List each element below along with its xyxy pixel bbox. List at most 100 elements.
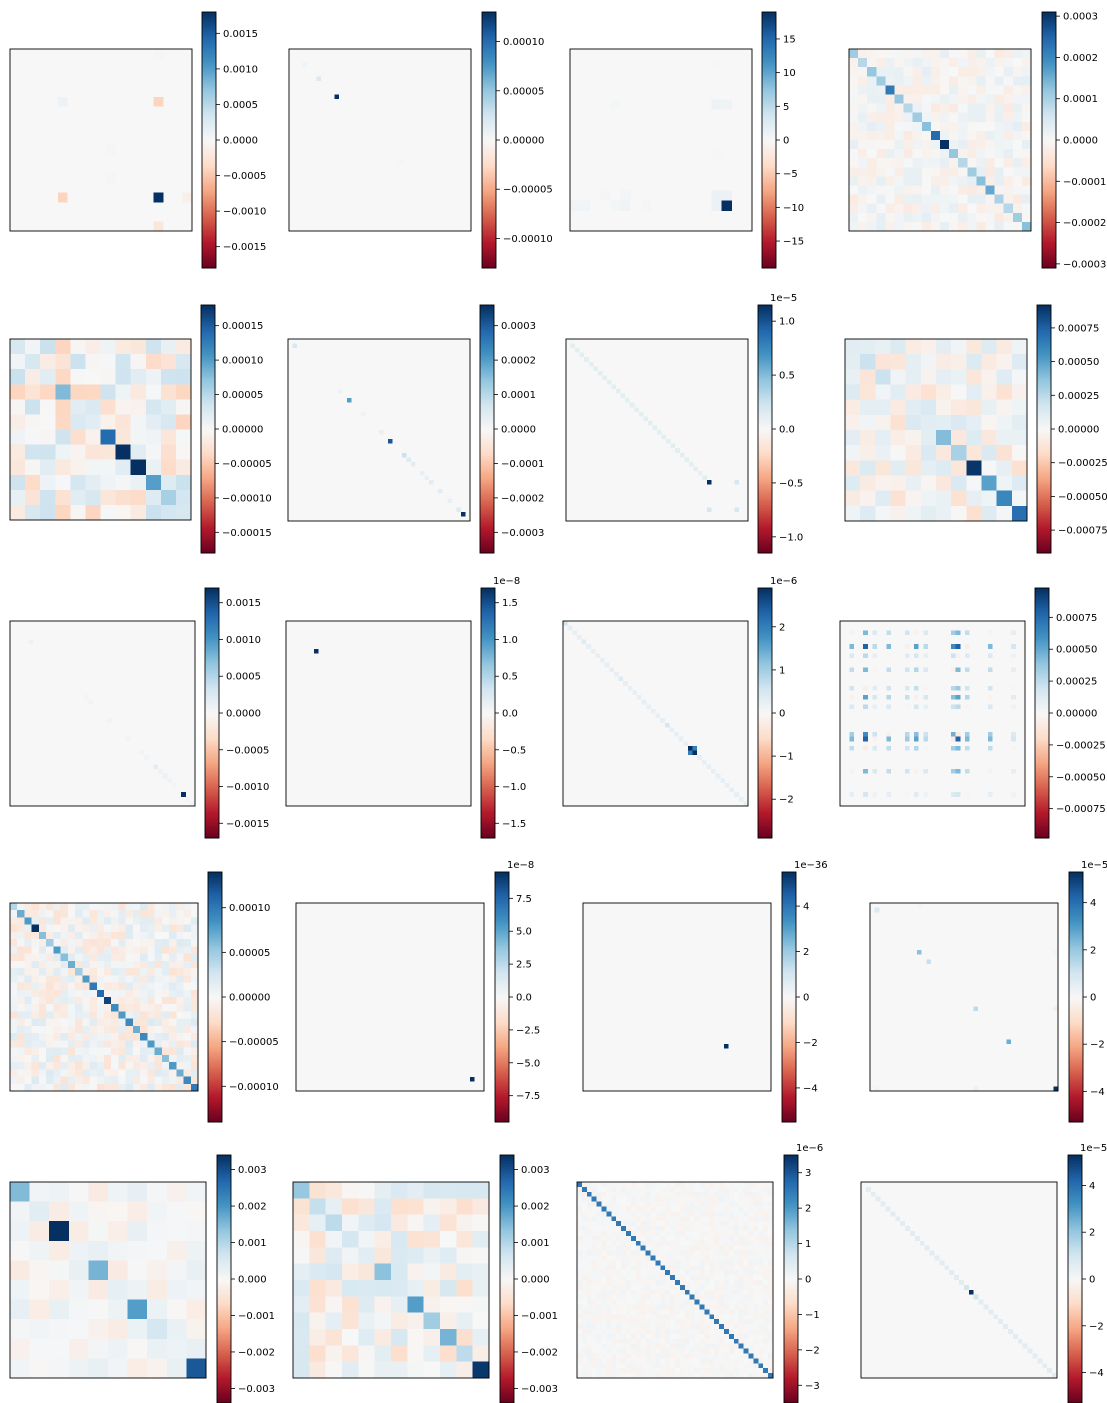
heatmap-cell — [438, 353, 443, 358]
heatmap-cell — [631, 49, 641, 59]
heatmap-cell — [347, 353, 352, 358]
heatmap-cell — [403, 126, 408, 131]
heatmap-cell — [335, 76, 340, 81]
heatmap-cell — [895, 122, 904, 131]
heatmap-cell — [329, 430, 334, 435]
heatmap-cell — [421, 145, 426, 150]
heatmap-cell — [334, 448, 339, 453]
heatmap-cell — [590, 120, 600, 130]
heatmap-cell — [176, 445, 191, 460]
heatmap-cell — [385, 131, 390, 136]
heatmap-cell — [370, 353, 375, 358]
heatmap-cell — [434, 471, 439, 476]
heatmap-cell — [867, 222, 876, 231]
heatmap-cell — [329, 353, 334, 358]
heatmap-cell — [311, 498, 316, 503]
heatmap-cell — [403, 204, 408, 209]
heatmap-cell — [426, 186, 431, 191]
heatmap-cell — [380, 72, 385, 77]
heatmap-cell — [357, 149, 362, 154]
heatmap-cell — [456, 344, 461, 349]
heatmap-cell — [307, 204, 312, 209]
heatmap-cell — [621, 69, 631, 79]
heatmap-cell — [182, 164, 192, 174]
heatmap-cell — [163, 68, 173, 78]
colorbar-tick-label: 0.00000 — [222, 425, 263, 436]
heatmap-cell — [439, 85, 444, 90]
heatmap-cell — [303, 213, 308, 218]
heatmap-cell — [456, 430, 461, 435]
heatmap-cell — [325, 63, 330, 68]
heatmap-cell — [416, 113, 421, 118]
heatmap-cell — [335, 204, 340, 209]
heatmap-cell — [453, 204, 458, 209]
heatmap-cell — [425, 498, 430, 503]
heatmap-cell — [356, 448, 361, 453]
heatmap-cell — [344, 113, 349, 118]
heatmap-cell — [439, 72, 444, 77]
heatmap-cell — [412, 145, 417, 150]
heatmap-cell — [958, 195, 967, 204]
heatmap-cell — [343, 466, 348, 471]
heatmap-cell — [321, 95, 326, 100]
colorbar-tick-label: −0.00005 — [222, 459, 272, 470]
heatmap-cell — [426, 67, 431, 72]
heatmap-cell — [307, 85, 312, 90]
heatmap-cell — [339, 213, 344, 218]
heatmap-cell — [430, 63, 435, 68]
heatmap-cell — [374, 421, 379, 426]
heatmap-cell — [415, 416, 420, 421]
heatmap-cell — [415, 389, 420, 394]
heatmap-cell — [430, 199, 435, 204]
heatmap-cell — [388, 375, 393, 380]
heatmap-cell — [125, 164, 135, 174]
heatmap-cell — [154, 116, 164, 126]
heatmap-cell — [462, 217, 467, 222]
heatmap-cell — [307, 172, 312, 177]
heatmap-cell — [742, 170, 752, 180]
heatmap-cell — [385, 158, 390, 163]
heatmap-cell — [67, 202, 77, 212]
heatmap-cell — [394, 204, 399, 209]
heatmap-cell — [115, 164, 125, 174]
heatmap-cell — [426, 154, 431, 159]
heatmap-cell — [379, 425, 384, 430]
heatmap-cell — [380, 158, 385, 163]
heatmap-cell — [407, 186, 412, 191]
heatmap-cell — [421, 199, 426, 204]
heatmap-cell — [462, 172, 467, 177]
heatmap-cell — [411, 435, 416, 440]
heatmap-cell — [461, 471, 466, 476]
heatmap-cell — [388, 412, 393, 417]
heatmap-cell — [453, 186, 458, 191]
heatmap-cell — [849, 122, 858, 131]
heatmap-cell — [144, 164, 154, 174]
heatmap-cell — [444, 104, 449, 109]
heatmap-cell — [448, 140, 453, 145]
heatmap-cell — [885, 140, 894, 149]
heatmap-cell — [357, 67, 362, 72]
heatmap-cell — [321, 145, 326, 150]
heatmap-cell — [849, 140, 858, 149]
heatmap-cell — [457, 163, 462, 168]
heatmap-cell — [320, 498, 325, 503]
heatmap-cell — [732, 180, 742, 190]
heatmap-cell — [343, 462, 348, 467]
heatmap-cell — [297, 407, 302, 412]
heatmap-cell — [385, 186, 390, 191]
heatmap-cell — [403, 81, 408, 86]
heatmap-cell — [330, 67, 335, 72]
heatmap-cell — [439, 140, 444, 145]
heatmap-cell — [307, 217, 312, 222]
heatmap-cell — [370, 385, 375, 390]
heatmap-cell — [434, 489, 439, 494]
heatmap-cell — [330, 176, 335, 181]
heatmap-cell — [430, 140, 435, 145]
heatmap-cell — [406, 466, 411, 471]
heatmap-cell — [339, 163, 344, 168]
heatmap-cell — [426, 117, 431, 122]
heatmap-cell — [430, 154, 435, 159]
heatmap-cell — [312, 90, 317, 95]
heatmap-cell — [452, 435, 457, 440]
heatmap-cell — [67, 106, 77, 116]
